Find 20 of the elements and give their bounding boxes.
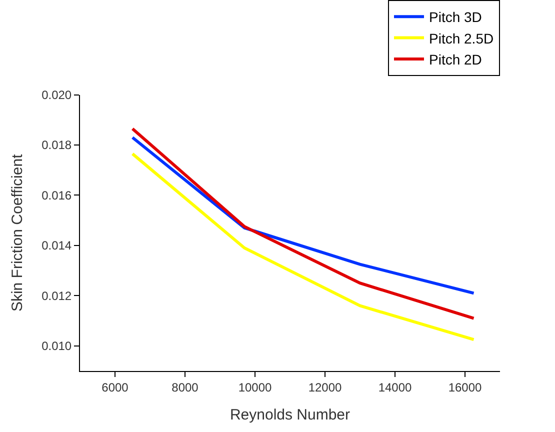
x-tick-label: 12000 bbox=[308, 380, 342, 394]
y-tick-label: 0.014 bbox=[42, 238, 72, 253]
x-tick-label: 6000 bbox=[102, 380, 129, 394]
line-series bbox=[131, 127, 476, 320]
legend-label: Pitch 2D bbox=[429, 51, 482, 68]
y-axis-title: Skin Friction Coefficient bbox=[8, 153, 26, 312]
y-tick-label: 0.020 bbox=[42, 88, 72, 102]
y-tick-label: 0.018 bbox=[42, 138, 72, 152]
x-tick-label: 16000 bbox=[448, 380, 482, 394]
y-tick-label: 0.012 bbox=[42, 288, 72, 303]
x-tick-label: 14000 bbox=[378, 380, 412, 394]
x-tick-label: 10000 bbox=[238, 380, 272, 394]
legend-label: Pitch 3D bbox=[429, 9, 482, 26]
line-series bbox=[131, 136, 476, 295]
line-series bbox=[131, 152, 476, 342]
x-tick-label: 8000 bbox=[172, 380, 199, 394]
y-tick-label: 0.010 bbox=[42, 339, 72, 354]
legend-label: Pitch 2.5D bbox=[429, 30, 494, 46]
x-axis-title: Reynolds Number bbox=[230, 406, 350, 424]
y-tick-label: 0.016 bbox=[42, 188, 72, 202]
